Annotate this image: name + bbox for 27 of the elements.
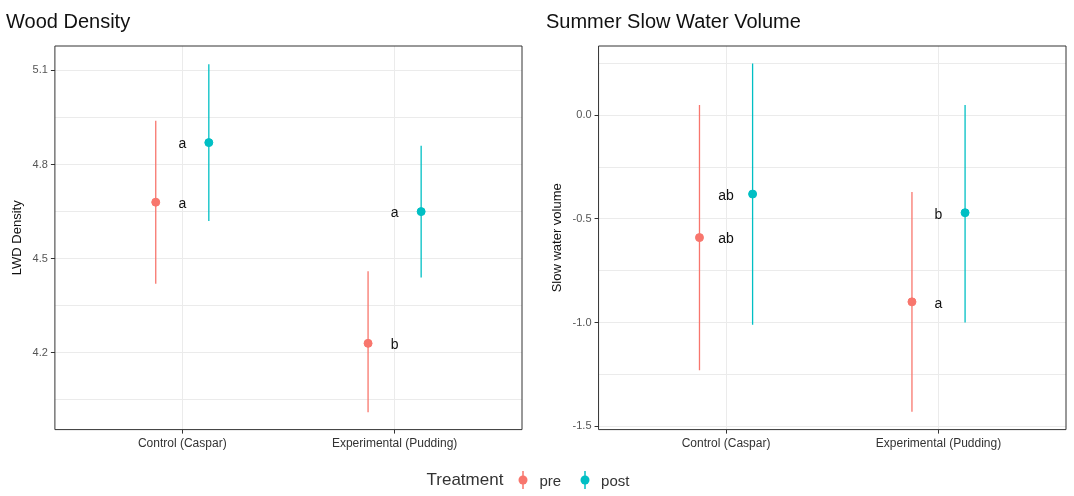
annotation: a [178,135,187,152]
y-axis-title: LWD Density [9,199,25,276]
legend-title: Treatment [426,470,504,490]
y-tick-label: 0.0 [576,108,592,121]
x-tick-label: Control (Caspar) [681,436,771,451]
annotation: a [390,204,399,221]
x-tick-label: Experimental (Pudding) [331,436,458,451]
y-tick-label: 5.1 [32,63,48,76]
annotation: a [178,195,187,212]
annotation: ab [718,230,735,247]
annotation: b [390,336,399,353]
y-tick-label: -1.5 [572,419,592,432]
legend-label: post [601,471,630,489]
y-tick-label: 4.5 [32,251,48,264]
y-tick-label: 4.2 [32,345,48,358]
chart-title: Wood Density [6,9,131,32]
chart-title: Summer Slow Water Volume [546,9,801,32]
x-tick-label: Experimental (Pudding) [875,436,1002,451]
legend-label: pre [539,471,562,489]
annotation: b [934,205,943,222]
y-tick-label: 4.8 [32,157,48,170]
y-axis-title: Slow water volume [549,183,565,293]
annotation: a [934,294,943,311]
annotation: ab [718,186,735,203]
y-tick-label: -1.0 [572,315,592,328]
x-tick-label: Control (Caspar) [137,436,227,451]
y-tick-label: -0.5 [572,211,592,224]
